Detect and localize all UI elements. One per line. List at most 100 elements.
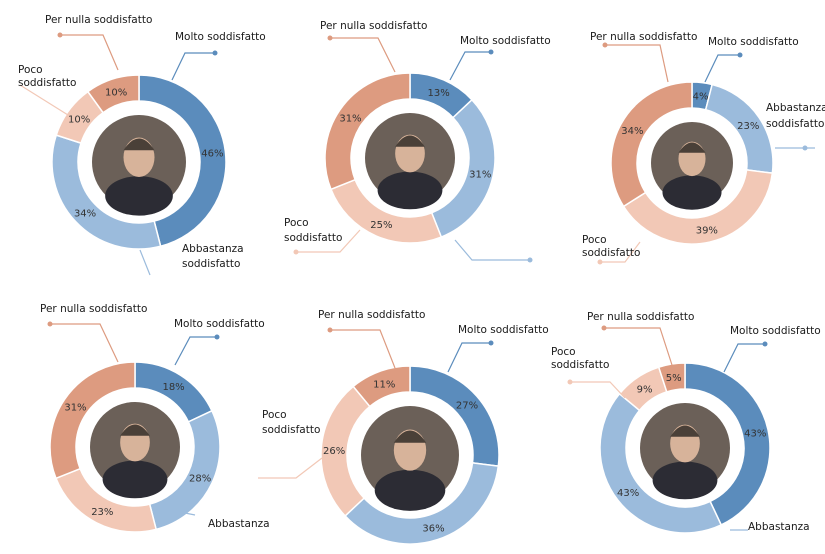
callout-molto-soddisfatto: Molto soddisfatto <box>449 35 551 81</box>
callout-leader-line <box>604 327 673 366</box>
callout-label: Molto soddisfatto <box>460 35 551 47</box>
callout-label: Abbastanza <box>748 521 810 533</box>
slice-label-poco-soddisfatto: 25% <box>370 220 392 231</box>
callout-abbastanza-soddisfatto: Abbastanza soddisfatto <box>766 102 825 151</box>
callout-label: Molto soddisfatto <box>175 31 266 43</box>
callout-molto-soddisfatto: Molto soddisfatto <box>174 318 265 366</box>
slice-label-abbastanza-soddisfatto: 31% <box>469 170 491 181</box>
callout-molto-soddisfatto: Molto soddisfatto <box>704 36 799 83</box>
callout-leader-line <box>570 381 626 399</box>
callout-dot <box>488 340 494 346</box>
callout-leader-line <box>171 52 215 81</box>
callout-leader-line <box>454 239 530 261</box>
callout-label: Molto soddisfatto <box>730 325 821 337</box>
slice-label-poco-soddisfatto: 10% <box>68 115 90 126</box>
callout-dot <box>47 321 53 327</box>
callout-label: Abbastanza <box>766 102 825 114</box>
avatar <box>640 403 730 500</box>
callout-dot <box>214 334 220 340</box>
callout-label: Molto soddisfatto <box>458 324 549 336</box>
callout-abbastanza-soddisfatto: Abbastanza <box>169 509 270 530</box>
callout-per-nulla-soddisfatto: Per nulla soddisfatto <box>40 303 147 363</box>
callout-per-nulla-soddisfatto: Per nulla soddisfatto <box>45 14 152 71</box>
callout-label: Molto soddisfatto <box>174 318 265 330</box>
callout-dot <box>601 325 607 331</box>
callout-label: Poco <box>262 409 287 421</box>
callout-leader-line <box>139 249 151 276</box>
donut-chart-6: 43% 43% 9% 5% Molto soddisfatto Abbastanza Poc… <box>551 311 821 534</box>
callout-leader-line <box>704 54 740 83</box>
callout-dot <box>802 145 808 151</box>
slice-label-abbastanza-soddisfatto: 34% <box>74 209 96 220</box>
slice-per-nulla-soddisfatto <box>324 72 411 191</box>
callout-label: Poco <box>582 234 607 246</box>
slice-molto-soddisfatto <box>684 362 771 526</box>
callout-dot <box>212 50 218 56</box>
callout-label: Poco <box>284 217 309 229</box>
slice-label-molto-soddisfatto: 43% <box>744 428 766 439</box>
slice-poco-soddisfatto <box>622 169 774 245</box>
callout-label: Per nulla soddisfatto <box>45 14 152 26</box>
callout-leader-line <box>19 84 69 116</box>
callout-per-nulla-soddisfatto: Per nulla soddisfatto <box>320 20 427 73</box>
callout-label: Per nulla soddisfatto <box>320 20 427 32</box>
callout-dot <box>327 35 333 41</box>
callout-label: Poco <box>551 346 576 358</box>
callout-label: soddisfatto <box>262 424 320 436</box>
slice-label-per-nulla-soddisfatto: 5% <box>666 373 682 384</box>
slice-label-per-nulla-soddisfatto: 31% <box>339 114 361 125</box>
callout-label: soddisfatto <box>582 247 640 259</box>
avatar <box>90 402 180 499</box>
callout-leader-line <box>60 34 119 71</box>
callout-molto-soddisfatto: Molto soddisfatto <box>447 324 549 373</box>
donut-chart-3: 4% 23% 39% 34% Molto soddisfatto Abbastanza so… <box>582 31 825 265</box>
avatar <box>365 113 455 210</box>
callout-label: soddisfatto <box>182 258 240 270</box>
slice-label-poco-soddisfatto: 9% <box>637 384 653 395</box>
callout-per-nulla-soddisfatto: Per nulla soddisfatto <box>587 311 694 366</box>
callout-dot <box>327 327 333 333</box>
slice-label-molto-soddisfatto: 13% <box>427 88 449 99</box>
slice-label-poco-soddisfatto: 39% <box>696 225 718 236</box>
callout-label: Poco <box>18 64 43 76</box>
callout-leader-line <box>605 44 669 83</box>
callout-leader-line <box>330 329 396 369</box>
slice-per-nulla-soddisfatto <box>657 362 686 393</box>
slice-label-per-nulla-soddisfatto: 10% <box>105 88 127 99</box>
callout-dot <box>57 32 63 38</box>
callout-dot <box>737 52 743 58</box>
callout-leader-line <box>447 342 491 373</box>
callout-dot <box>567 379 573 385</box>
donut-chart-5: 27% 36% 26% 11% Molto soddisfatto Poco soddisf… <box>258 309 549 545</box>
callout-dot <box>293 249 299 255</box>
donut-chart-1: 46% 34% 10% 10% Molto soddisfatto Abbastanza s… <box>18 14 266 276</box>
slice-label-poco-soddisfatto: 26% <box>323 446 345 457</box>
callout-label: soddisfatto <box>551 359 609 371</box>
callout-dot <box>762 341 768 347</box>
callout-leader-line <box>169 509 196 516</box>
callout-leader-line <box>50 323 119 363</box>
slice-label-molto-soddisfatto: 27% <box>456 401 478 412</box>
callout-dot <box>597 259 603 265</box>
avatar <box>361 406 459 511</box>
donut-chart-4: 18% 28% 23% 31% Molto soddisfatto Abbastanza P… <box>40 303 270 533</box>
slice-label-abbastanza-soddisfatto: 43% <box>617 488 639 499</box>
callout-label: Abbastanza <box>208 518 270 530</box>
callout-label: Molto soddisfatto <box>708 36 799 48</box>
slice-label-poco-soddisfatto: 23% <box>91 507 113 518</box>
slice-label-abbastanza-soddisfatto: 23% <box>737 121 759 132</box>
avatar <box>651 122 733 210</box>
callout-leader-line <box>296 229 361 253</box>
callout-abbastanza-soddisfatto: Abbastanza <box>730 521 810 533</box>
callout-label: Per nulla soddisfatto <box>318 309 425 321</box>
slice-label-molto-soddisfatto: 46% <box>201 149 223 160</box>
callout-leader-line <box>330 37 396 73</box>
callout-label: soddisfatto <box>766 118 824 130</box>
callout-poco-soddisfatto: Poco soddisfatto <box>258 409 323 479</box>
slice-label-abbastanza-soddisfatto: 28% <box>189 474 211 485</box>
callout-leader-line <box>600 241 641 263</box>
slice-per-nulla-soddisfatto <box>86 74 140 114</box>
